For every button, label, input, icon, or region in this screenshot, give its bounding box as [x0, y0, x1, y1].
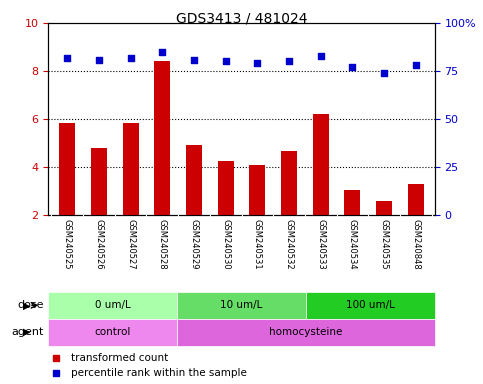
Text: 100 um/L: 100 um/L: [346, 300, 395, 310]
Point: [63, 55, 71, 61]
Text: 10 um/L: 10 um/L: [220, 300, 263, 310]
Text: GSM240534: GSM240534: [348, 219, 357, 270]
Bar: [408, 184, 424, 215]
Text: GDS3413 / 481024: GDS3413 / 481024: [176, 12, 307, 25]
Bar: [186, 146, 202, 215]
Point: [254, 60, 261, 66]
Text: GSM240526: GSM240526: [95, 219, 103, 270]
Point: [285, 58, 293, 65]
Bar: [376, 200, 392, 215]
Text: dose: dose: [17, 300, 43, 310]
Text: 0 um/L: 0 um/L: [95, 300, 130, 310]
Text: GSM240535: GSM240535: [380, 219, 388, 270]
Point: [222, 58, 229, 65]
Bar: [123, 122, 139, 215]
Text: GSM240529: GSM240529: [189, 219, 199, 270]
Text: GSM240533: GSM240533: [316, 219, 325, 270]
Bar: [218, 161, 234, 215]
Bar: [249, 165, 265, 215]
FancyBboxPatch shape: [177, 292, 306, 319]
Text: GSM240531: GSM240531: [253, 219, 262, 270]
Point: [349, 64, 356, 70]
Point: [127, 55, 134, 61]
Text: control: control: [95, 327, 131, 337]
Text: GSM240530: GSM240530: [221, 219, 230, 270]
Text: GSM240848: GSM240848: [411, 219, 420, 270]
Point: [380, 70, 388, 76]
Bar: [59, 122, 75, 215]
Text: transformed count: transformed count: [71, 353, 169, 363]
Text: GSM240527: GSM240527: [126, 219, 135, 270]
FancyBboxPatch shape: [306, 292, 435, 319]
Point: [95, 56, 103, 63]
Text: percentile rank within the sample: percentile rank within the sample: [71, 368, 247, 378]
Bar: [344, 190, 360, 215]
Text: GSM240532: GSM240532: [284, 219, 294, 270]
Text: GSM240525: GSM240525: [63, 219, 72, 270]
Text: ▶: ▶: [23, 327, 30, 337]
Text: agent: agent: [11, 327, 43, 337]
Point: [158, 49, 166, 55]
Text: GSM240528: GSM240528: [158, 219, 167, 270]
FancyBboxPatch shape: [177, 319, 435, 346]
Bar: [91, 148, 107, 215]
Text: homocysteine: homocysteine: [269, 327, 342, 337]
Text: ▶: ▶: [23, 300, 30, 310]
Bar: [155, 61, 170, 215]
FancyBboxPatch shape: [48, 292, 177, 319]
Point: [412, 62, 420, 68]
Bar: [281, 151, 297, 215]
FancyBboxPatch shape: [48, 319, 177, 346]
Point: [190, 56, 198, 63]
Point: [317, 53, 325, 59]
Bar: [313, 114, 328, 215]
